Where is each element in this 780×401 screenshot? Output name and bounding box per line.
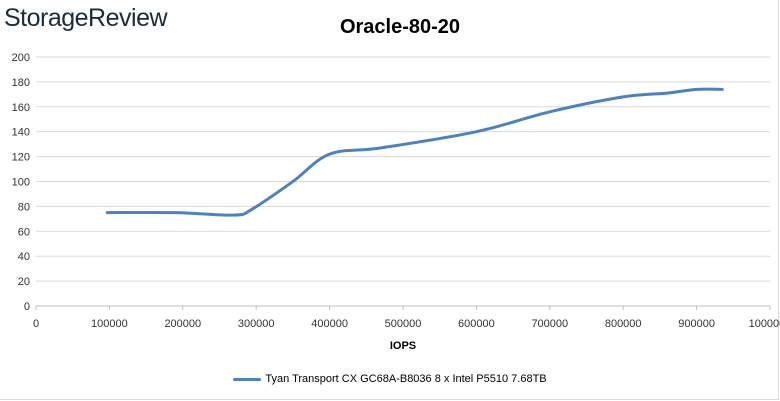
x-axis-label: IOPS bbox=[390, 340, 416, 352]
y-tick-label: 40 bbox=[18, 251, 30, 263]
x-tick-label: 0 bbox=[33, 318, 39, 330]
y-tick-label: 80 bbox=[18, 201, 30, 213]
y-tick-label: 160 bbox=[12, 102, 30, 114]
legend: Tyan Transport CX GC68A-B8036 8 x Intel … bbox=[0, 373, 780, 385]
y-axis-ticks: 0 20 40 60 80 100 120 140 160 180 200 bbox=[12, 52, 30, 313]
series-line bbox=[105, 87, 724, 217]
x-axis-ticks: 0 100000 200000 300000 400000 500000 600000 700… bbox=[33, 306, 780, 330]
x-tick-label: 600000 bbox=[458, 318, 495, 330]
y-tick-label: 120 bbox=[12, 152, 30, 164]
legend-label: Tyan Transport CX GC68A-B8036 8 x Intel … bbox=[265, 373, 547, 385]
y-tick-label: 60 bbox=[18, 226, 30, 238]
y-tick-label: 200 bbox=[12, 52, 30, 64]
x-tick-label: 100000 bbox=[91, 318, 128, 330]
y-tick-label: 0 bbox=[24, 301, 30, 313]
brand-logo: StorageReview bbox=[4, 4, 168, 32]
legend-swatch bbox=[233, 377, 262, 381]
y-tick-label: 20 bbox=[18, 276, 30, 288]
grid-lines bbox=[36, 56, 770, 282]
y-tick-label: 140 bbox=[12, 127, 30, 139]
x-tick-label: 400000 bbox=[311, 318, 348, 330]
chart-title: Oracle-80-20 bbox=[339, 16, 461, 38]
x-tick-label: 800000 bbox=[605, 318, 642, 330]
y-tick-label: 180 bbox=[12, 77, 30, 89]
x-tick-label: 500000 bbox=[385, 318, 422, 330]
x-tick-label: 700000 bbox=[531, 318, 568, 330]
x-tick-label: 1000000 bbox=[749, 318, 780, 330]
x-tick-label: 900000 bbox=[678, 318, 715, 330]
y-tick-label: 100 bbox=[12, 177, 30, 189]
x-tick-label: 200000 bbox=[164, 318, 201, 330]
x-tick-label: 300000 bbox=[238, 318, 275, 330]
